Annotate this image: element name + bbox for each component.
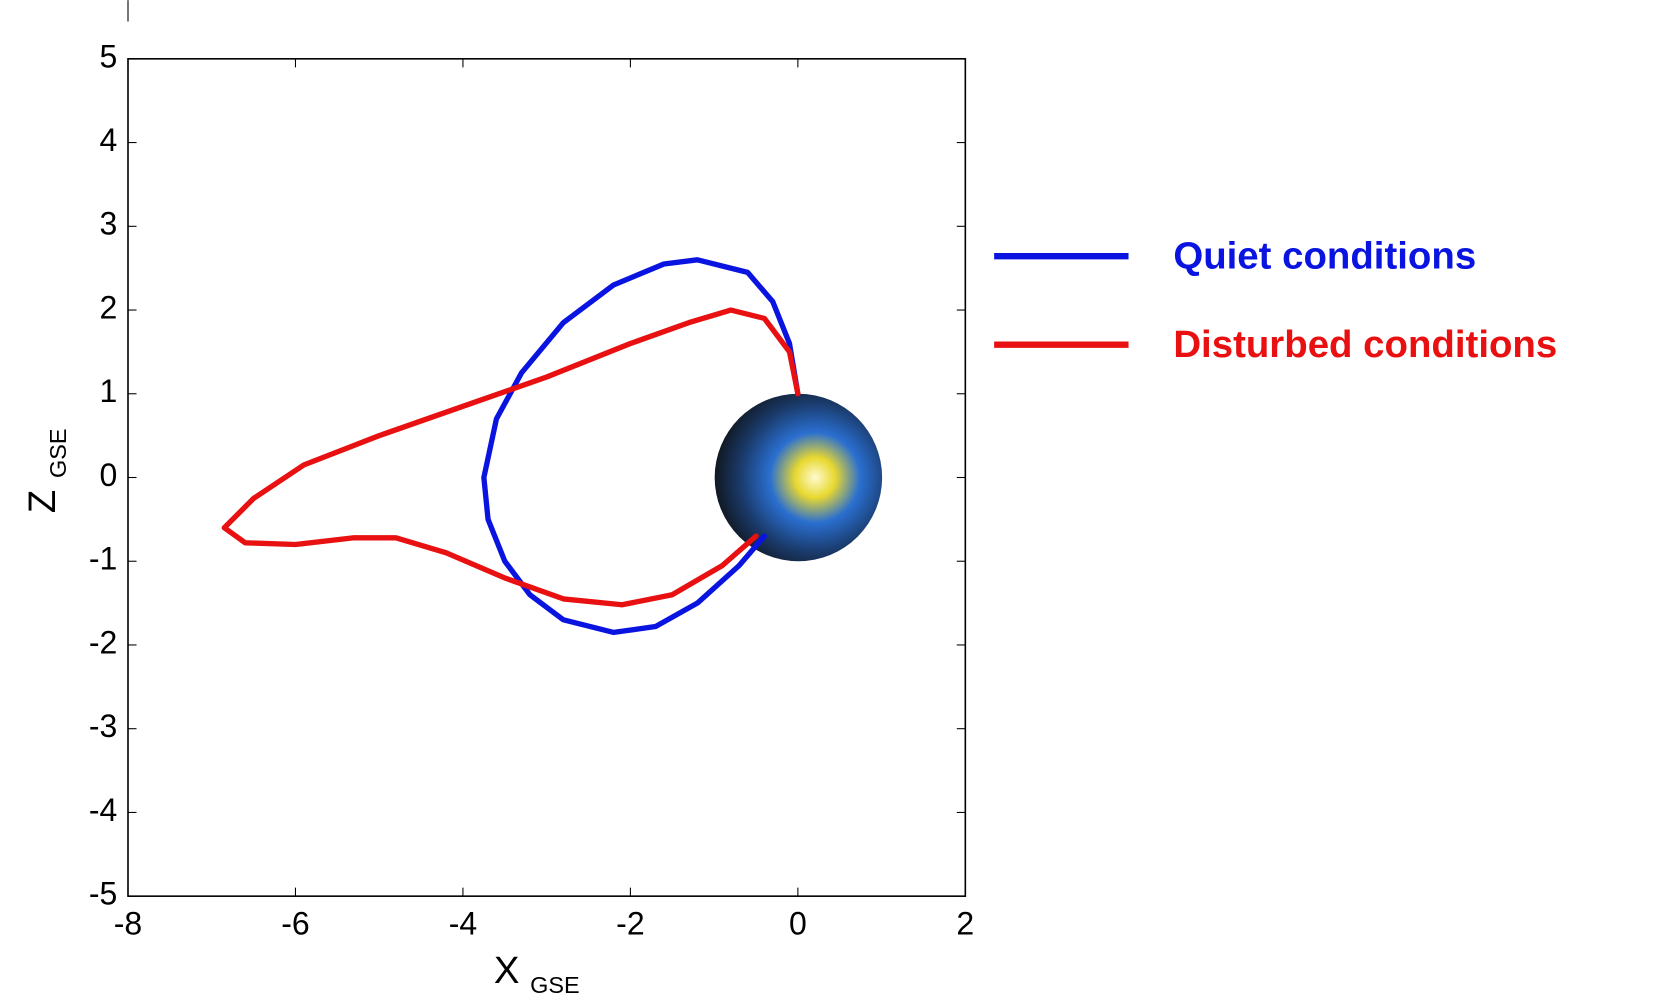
legend-label: Quiet conditions [1173,234,1476,277]
data-line [481,257,801,636]
y-tick-label: 4 [100,122,118,158]
y-axis-label-sub: GSE [45,429,71,479]
x-tick-label: -4 [449,905,477,941]
y-tick-label: 2 [100,289,118,325]
y-tick-label: -1 [89,541,117,577]
y-tick-label: 5 [100,38,118,74]
earth [714,393,883,562]
x-tick-label: -8 [114,905,142,941]
x-tick-label: 2 [956,905,974,941]
y-tick-label: -5 [89,876,117,912]
x-axis-label: X [494,949,520,992]
y-tick-label: -3 [89,708,117,744]
x-tick-label: -6 [281,905,309,941]
x-axis-label-sub: GSE [530,972,580,998]
x-tick-label: -2 [616,905,644,941]
x-tick-label: 0 [789,905,807,941]
y-tick-label: -4 [89,792,117,828]
legend-label: Disturbed conditions [1173,323,1557,366]
y-tick-label: 3 [100,206,118,242]
y-axis-label: Z [21,490,64,513]
y-tick-label: -2 [89,624,117,660]
data-line [221,307,801,608]
y-tick-label: 0 [100,457,118,493]
y-tick-label: 1 [100,373,118,409]
